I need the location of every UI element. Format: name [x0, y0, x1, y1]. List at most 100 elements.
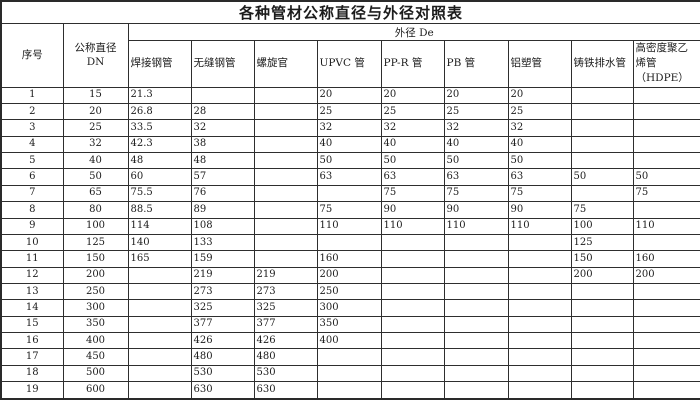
- table-cell: 40: [62, 152, 129, 170]
- table-cell: [190, 86, 255, 105]
- table-cell: 17: [0, 348, 64, 366]
- table-cell: 110: [507, 217, 572, 235]
- table-cell: 160: [632, 250, 700, 268]
- table-cell: 426: [253, 332, 318, 350]
- table-cell: 25: [380, 103, 445, 121]
- table-cell: 65: [62, 184, 129, 203]
- table-cell: 38: [190, 135, 255, 154]
- table-cell: 159: [190, 250, 255, 268]
- table-cell: [380, 348, 445, 366]
- table-cell: [570, 381, 634, 400]
- table-cell: 75.5: [127, 184, 192, 203]
- table-row: 2 20 26.8 28 25 25 25 25: [0, 103, 700, 121]
- serial-column-header: 序号: [0, 23, 64, 88]
- table-cell: [253, 119, 318, 137]
- header-aluminum-plastic-pipe: 铝塑管: [507, 40, 572, 88]
- table-row: 14 300 325 325 300: [0, 299, 700, 317]
- table-cell: 630: [253, 381, 318, 400]
- table-cell: 50: [62, 168, 129, 186]
- table-cell: 15: [62, 86, 129, 105]
- table-cell: 6: [0, 168, 64, 186]
- table-cell: 377: [253, 315, 318, 334]
- table-cell: [443, 282, 509, 301]
- table-cell: 75: [316, 201, 382, 219]
- table-cell: 200: [632, 266, 700, 284]
- table-cell: [443, 250, 509, 268]
- table-cell: 63: [443, 168, 509, 186]
- table-cell: 90: [443, 201, 509, 219]
- table-cell: [632, 299, 700, 317]
- table-cell: 19: [0, 381, 64, 400]
- table-cell: [443, 299, 509, 317]
- table-cell: 76: [190, 184, 255, 203]
- table-cell: 1: [0, 86, 64, 105]
- table-cell: 48: [190, 152, 255, 170]
- table-cell: [253, 184, 318, 203]
- table-row: 16 400 426 426 400: [0, 332, 700, 350]
- table-cell: 20: [316, 86, 382, 105]
- table-cell: [632, 201, 700, 219]
- table-cell: [127, 332, 192, 350]
- table-cell: 50: [380, 152, 445, 170]
- table-cell: [127, 315, 192, 334]
- table-row: 4 32 42.3 38 40 40 40 40: [0, 135, 700, 154]
- table-cell: 325: [253, 299, 318, 317]
- table-cell: [570, 184, 634, 203]
- table-cell: [632, 282, 700, 301]
- table-cell: [507, 381, 572, 400]
- data-rows: 1 15 21.3 20 20 20 20 2 20 26.8 28 25 25 25 25 3 25 33.5 3…: [0, 86, 700, 400]
- header-upvc-pipe: UPVC 管: [316, 40, 382, 88]
- table-cell: [253, 233, 318, 252]
- table-cell: 300: [62, 299, 129, 317]
- table-cell: [443, 332, 509, 350]
- table-cell: [570, 348, 634, 366]
- table-cell: 200: [570, 266, 634, 284]
- table-cell: 33.5: [127, 119, 192, 137]
- table-cell: 480: [190, 348, 255, 366]
- table-cell: [507, 233, 572, 252]
- table-cell: 75: [570, 201, 634, 219]
- table-cell: 600: [62, 381, 129, 400]
- table-cell: 90: [507, 201, 572, 219]
- table-row: 18 500 530 530: [0, 364, 700, 383]
- table-cell: 32: [380, 119, 445, 137]
- table-cell: 325: [190, 299, 255, 317]
- outer-diameter-row: 序号 公称直径 DN 外径 De: [0, 23, 700, 88]
- table-cell: [570, 86, 634, 105]
- header-ppr-pipe: PP-R 管: [380, 40, 445, 88]
- table-cell: 48: [127, 152, 192, 170]
- table-cell: [380, 332, 445, 350]
- table-row: 10 125 140 133 125: [0, 233, 700, 252]
- title-row: 各种管材公称直径与外径对照表: [0, 0, 700, 24]
- table-cell: [380, 233, 445, 252]
- table-cell: [253, 250, 318, 268]
- table-cell: 16: [0, 332, 64, 350]
- table-cell: [570, 103, 634, 121]
- table-cell: [253, 217, 318, 235]
- table-cell: 60: [127, 168, 192, 186]
- table-cell: 13: [0, 282, 64, 301]
- table-cell: 2: [0, 103, 64, 121]
- table-cell: [253, 201, 318, 219]
- table-cell: 426: [190, 332, 255, 350]
- table-cell: 75: [443, 184, 509, 203]
- table-cell: [632, 315, 700, 334]
- table-cell: 110: [380, 217, 445, 235]
- table-cell: 219: [190, 266, 255, 284]
- table-cell: [380, 315, 445, 334]
- table-cell: 200: [316, 266, 382, 284]
- table-row: 7 65 75.5 76 75 75 75 75: [0, 184, 700, 203]
- table-cell: [253, 168, 318, 186]
- table-cell: [570, 364, 634, 383]
- table-cell: 18: [0, 364, 64, 383]
- table-row: 1 15 21.3 20 20 20 20: [0, 86, 700, 105]
- table-cell: 530: [190, 364, 255, 383]
- table-cell: 5: [0, 152, 64, 170]
- table-cell: 110: [632, 217, 700, 235]
- table-cell: [380, 299, 445, 317]
- table-cell: 40: [380, 135, 445, 154]
- table-cell: 377: [190, 315, 255, 334]
- header-hdpe-pipe: 高密度聚乙烯管（HDPE）: [632, 40, 700, 88]
- table-cell: 250: [316, 282, 382, 301]
